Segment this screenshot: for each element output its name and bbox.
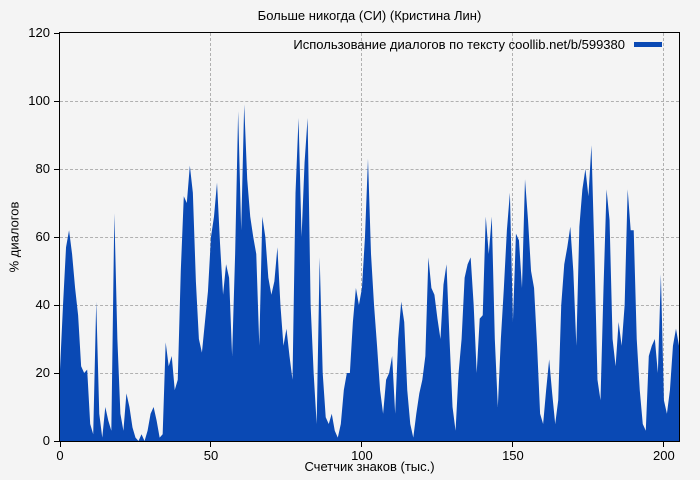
x-tick-mark: [210, 442, 212, 447]
grid-line-vertical: [210, 33, 212, 441]
x-tick-mark: [361, 442, 363, 447]
x-tick-mark: [663, 442, 665, 447]
plot-area: [59, 32, 680, 442]
x-tick-label: 50: [203, 448, 219, 463]
x-tick-label: 200: [653, 448, 675, 463]
x-tick-mark: [512, 442, 514, 447]
x-tick-mark: [59, 442, 61, 447]
grid-line-vertical: [663, 33, 665, 441]
x-axis-title: Счетчик знаков (тыс.): [304, 459, 435, 474]
grid-line-horizontal: [60, 168, 679, 170]
x-tick-label: 100: [351, 448, 373, 463]
y-tick-mark: [54, 440, 59, 442]
y-tick-label: 100: [28, 93, 50, 108]
x-tick-label: 150: [502, 448, 524, 463]
chart-title: Больше никогда (СИ) (Кристина Лин): [257, 8, 482, 23]
grid-line-vertical: [512, 33, 514, 441]
y-tick-label: 40: [35, 297, 50, 312]
legend-label: Использование диалогов по тексту coollib…: [293, 37, 625, 52]
grid-line-horizontal: [60, 100, 679, 102]
y-tick-label: 120: [28, 25, 50, 40]
y-tick-mark: [54, 168, 59, 170]
y-tick-mark: [54, 372, 59, 374]
legend: Использование диалогов по тексту coollib…: [293, 37, 662, 52]
series-plot: [60, 104, 679, 441]
y-tick-label: 0: [42, 433, 50, 448]
legend-series-swatch: [634, 42, 662, 47]
y-tick-mark: [54, 32, 59, 34]
y-tick-label: 60: [35, 229, 50, 244]
y-tick-label: 20: [35, 365, 50, 380]
y-tick-label: 80: [35, 161, 50, 176]
y-tick-mark: [54, 236, 59, 238]
y-tick-mark: [54, 100, 59, 102]
grid-line-vertical: [361, 33, 363, 441]
y-tick-mark: [54, 304, 59, 306]
x-tick-label: 0: [56, 448, 64, 463]
series-area: [60, 104, 679, 441]
